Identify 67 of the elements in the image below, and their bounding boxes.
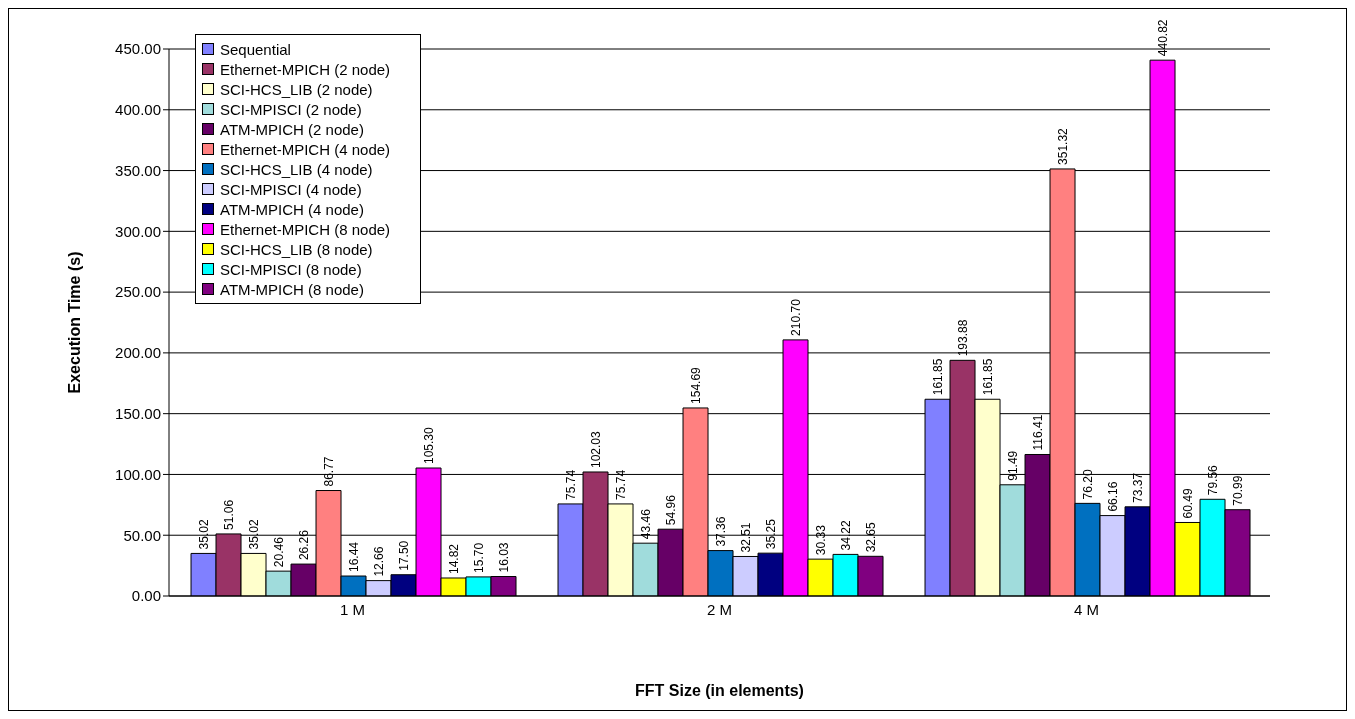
x-tick-label: 4 M [1073,600,1100,618]
legend-label: Ethernet-MPICH (2 node) [220,60,391,78]
data-label: 116.41 [1030,414,1045,451]
x-tick-label: 1 M [339,600,366,618]
legend-label: ATM-MPICH (2 node) [220,120,364,138]
data-label: 73.37 [1130,472,1145,503]
data-label: 34.22 [838,520,853,551]
data-label: 70.99 [1230,475,1245,506]
data-label: 43.46 [638,508,653,540]
data-label: 32.65 [863,521,878,553]
data-label: 76.20 [1080,469,1095,500]
data-label: 35.02 [196,519,211,550]
y-axis-title: Execution Time (s) [65,251,83,394]
legend-label: SCI-HCS_LIB (4 node) [220,160,373,178]
data-label: 15.70 [471,542,486,573]
y-tick-label: 150.00 [115,404,161,422]
y-tick-label: 300.00 [115,222,161,240]
y-tick-label: 0.00 [131,587,161,605]
data-label: 91.49 [1005,450,1020,481]
data-label: 60.49 [1180,488,1195,519]
data-label: 26.26 [296,529,311,561]
data-label: 210.70 [788,298,803,336]
x-tick-label: 2 M [706,600,733,618]
data-label: 16.44 [346,541,361,573]
data-label: 51.06 [221,499,236,530]
legend-label: SCI-HCS_LIB (2 node) [220,80,373,98]
legend-label: Ethernet-MPICH (4 node) [220,140,391,158]
y-tick-label: 50.00 [123,526,161,544]
data-label: 105.30 [421,426,436,464]
data-label: 154.69 [688,366,703,404]
legend-label: ATM-MPICH (8 node) [220,280,364,298]
data-label: 30.33 [813,524,828,556]
y-tick-label: 250.00 [115,283,161,301]
data-label: 75.74 [613,469,628,500]
y-tick-label: 400.00 [115,101,161,119]
data-label: 35.02 [246,519,261,550]
data-label: 37.36 [713,516,728,547]
data-label: 86.77 [321,456,336,487]
data-label: 66.16 [1105,481,1120,512]
data-label: 351.32 [1055,127,1070,165]
x-axis-title: FFT Size (in elements) [635,682,804,699]
data-label: 75.74 [563,469,578,500]
data-label: 440.82 [1155,19,1170,57]
data-label: 35.25 [763,518,778,550]
data-label: 193.88 [955,319,970,357]
legend-label: SCI-MPISCI (4 node) [220,180,362,198]
legend-label: Ethernet-MPICH (8 node) [220,220,391,238]
data-label: 79.56 [1205,464,1220,496]
legend-label: SCI-MPISCI (2 node) [220,100,362,118]
y-tick-label: 200.00 [115,344,161,362]
data-label: 102.03 [588,430,603,468]
y-tick-label: 450.00 [115,40,161,58]
y-tick-label: 100.00 [115,465,161,483]
legend-label: SCI-MPISCI (8 node) [220,260,362,278]
legend-label: ATM-MPICH (4 node) [220,200,364,218]
data-label: 161.85 [930,358,945,396]
y-tick-label: 350.00 [115,161,161,179]
data-label: 20.46 [271,536,286,568]
legend-label: Sequential [220,40,291,58]
data-label: 16.03 [496,542,511,573]
data-label: 17.50 [396,540,411,571]
data-label: 12.66 [371,546,386,577]
data-label: 54.96 [663,494,678,526]
data-label: 161.85 [980,358,995,396]
data-label: 14.82 [446,543,461,574]
data-label: 32.51 [738,522,753,553]
legend-label: SCI-HCS_LIB (8 node) [220,240,373,258]
